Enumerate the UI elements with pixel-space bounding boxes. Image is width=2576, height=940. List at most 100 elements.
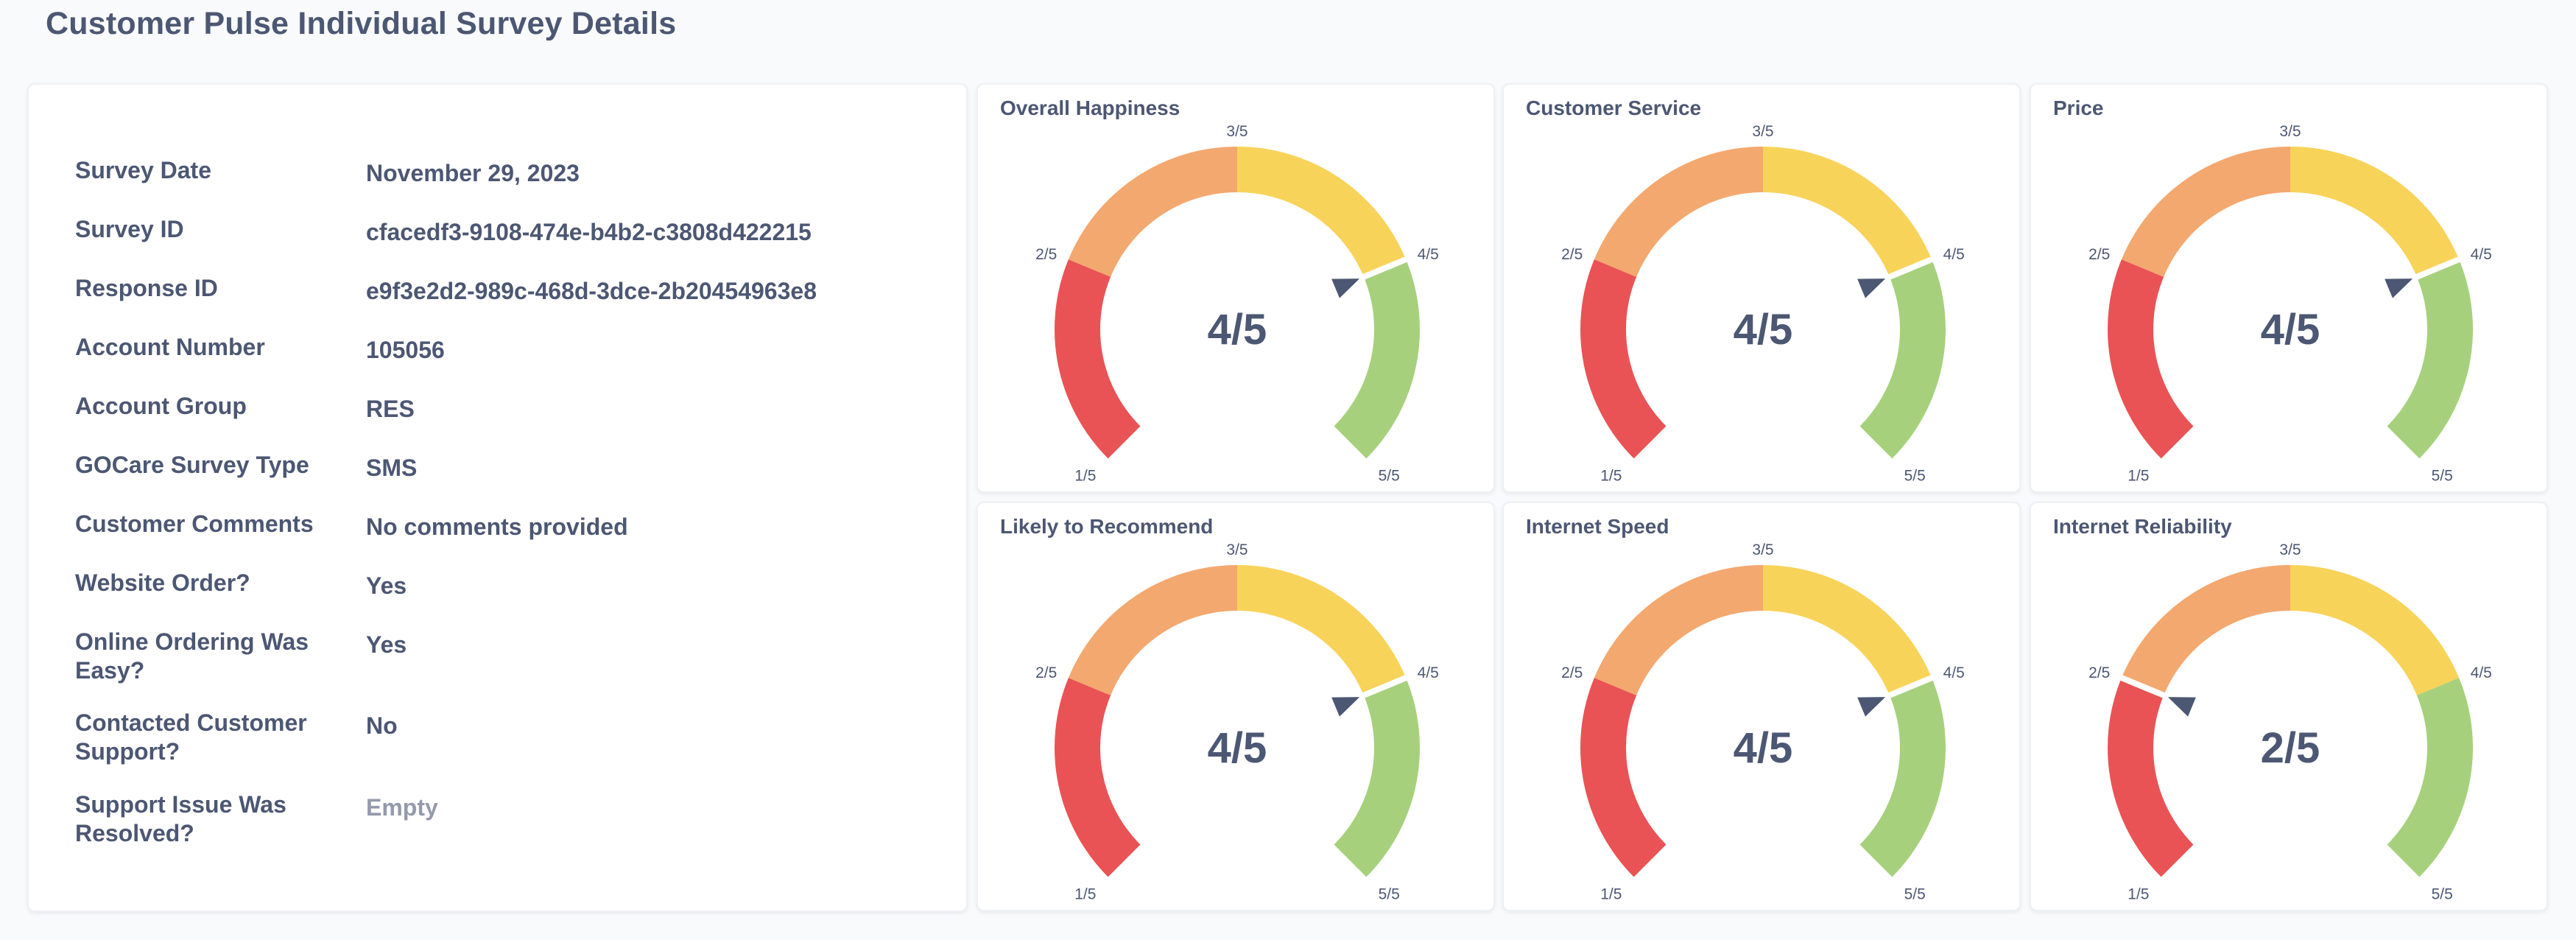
gauge-tick-label: 2/5 xyxy=(2088,246,2110,263)
gauge-value-label: 4/5 xyxy=(2261,306,2320,354)
gauge-tick-label: 3/5 xyxy=(1226,541,1247,558)
gauge-segment-green xyxy=(1334,259,1420,459)
gauge-title: Customer Service xyxy=(1526,97,1702,119)
gauge-value-label: 4/5 xyxy=(1734,724,1793,772)
detail-key: Response ID xyxy=(75,275,218,301)
gauge-pointer-icon xyxy=(1854,695,1890,720)
gauge-tick-label: 1/5 xyxy=(2128,886,2149,903)
gauge-pointer-icon xyxy=(2382,276,2417,301)
detail-key: Customer Comments xyxy=(75,511,314,537)
gauge-segment-yellow xyxy=(2290,565,2460,695)
gauge-tick-label: 3/5 xyxy=(2279,541,2301,558)
gauge-value-label: 4/5 xyxy=(1208,724,1267,772)
gauge-tick-label: 3/5 xyxy=(1752,123,1773,140)
gauge-tick-label: 3/5 xyxy=(1752,541,1773,558)
gauge-pointer-icon xyxy=(1854,276,1890,301)
gauge-segment-yellow xyxy=(2290,147,2460,277)
detail-key: GOCare Survey Type xyxy=(75,452,309,478)
gauge-segment-orange xyxy=(1594,146,1763,277)
gauge-segment-green xyxy=(1334,678,1420,877)
gauge-tick-label: 5/5 xyxy=(1904,886,1926,903)
gauge-value-separator xyxy=(2116,673,2168,700)
gauge-pointer-icon xyxy=(1329,276,1364,301)
gauge-chart: 1/5 2/5 3/5 4/5 5/5 4/5 xyxy=(1561,541,1965,903)
gauge-tick-label: 3/5 xyxy=(2279,123,2301,140)
detail-key: Account Number xyxy=(75,334,265,360)
gauge-tick-label: 4/5 xyxy=(1418,664,1439,681)
gauge-title: Price xyxy=(2053,97,2104,119)
gauge-tick-label: 4/5 xyxy=(2471,664,2492,681)
detail-value: RES xyxy=(366,396,415,422)
detail-key: Online Ordering Was Easy? xyxy=(75,628,309,684)
detail-value: No comments provided xyxy=(366,513,628,540)
gauge-card-internet-speed: Internet Speed 1/5 2/5 3/5 4/5 5/5 4/5 xyxy=(1502,502,2021,911)
gauge-chart: 1/5 2/5 3/5 4/5 5/5 4/5 xyxy=(1035,541,1439,903)
detail-value: SMS xyxy=(366,455,418,481)
gauge-tick-label: 5/5 xyxy=(2432,886,2453,903)
gauge-card-overall-happiness: Overall Happiness 1/5 2/5 3/5 4/5 5/5 4/5 xyxy=(976,83,1495,493)
gauge-value-label: 4/5 xyxy=(1208,306,1267,354)
detail-value: cfacedf3-9108-474e-b4b2-c3808d422215 xyxy=(366,219,812,245)
detail-value: Yes xyxy=(366,631,407,658)
gauge-tick-label: 4/5 xyxy=(1943,246,1965,263)
detail-value-empty: Empty xyxy=(366,794,438,821)
gauge-segment-red xyxy=(1580,259,1667,459)
gauge-chart: 1/5 2/5 3/5 4/5 5/5 4/5 xyxy=(2088,123,2492,485)
gauge-tick-label: 1/5 xyxy=(1600,886,1622,903)
gauge-segment-green xyxy=(1859,678,1946,877)
gauge-segment-orange xyxy=(2121,146,2290,277)
gauge-tick-label: 5/5 xyxy=(2432,468,2453,485)
gauge-card-internet-reliability: Internet Reliability 1/5 2/5 3/5 4/5 5/5 2/5 xyxy=(2030,502,2548,911)
detail-key: Account Group xyxy=(75,393,247,419)
gauge-title: Internet Speed xyxy=(1526,515,1669,538)
survey-details-card: Survey Date November 29, 2023 Survey ID … xyxy=(27,83,968,912)
gauge-tick-label: 2/5 xyxy=(1035,246,1057,263)
gauge-tick-label: 2/5 xyxy=(1035,664,1057,681)
gauge-tick-label: 5/5 xyxy=(1379,468,1400,485)
gauge-tick-label: 5/5 xyxy=(1379,886,1400,903)
gauge-tick-label: 2/5 xyxy=(2088,664,2110,681)
gauge-tick-label: 3/5 xyxy=(1226,123,1247,140)
gauge-segment-red xyxy=(2108,259,2194,459)
gauge-tick-label: 5/5 xyxy=(1904,468,1926,485)
gauge-title: Internet Reliability xyxy=(2053,515,2232,538)
gauge-value-label: 4/5 xyxy=(1734,306,1793,354)
gauge-segment-orange xyxy=(1594,565,1763,695)
detail-key: Survey ID xyxy=(75,216,184,242)
gauge-chart: 1/5 2/5 3/5 4/5 5/5 2/5 xyxy=(2088,541,2492,903)
detail-key: Support Issue Was Resolved? xyxy=(75,791,286,846)
gauge-segment-orange xyxy=(2121,565,2290,695)
gauge-segment-red xyxy=(2108,678,2194,877)
gauge-segment-red xyxy=(1055,259,1141,459)
gauge-tick-label: 4/5 xyxy=(1418,246,1439,263)
detail-value: e9f3e2d2-989c-468d-3dce-2b20454963e8 xyxy=(366,278,817,304)
gauge-segment-green xyxy=(1859,259,1946,459)
detail-value: No xyxy=(366,712,398,739)
gauge-segment-yellow xyxy=(1237,565,1407,695)
gauge-value-separator xyxy=(1885,255,1938,281)
gauge-segment-orange xyxy=(1068,565,1237,695)
gauge-value-separator xyxy=(1885,673,1938,700)
gauge-card-price: Price 1/5 2/5 3/5 4/5 5/5 4/5 xyxy=(2030,83,2548,493)
gauge-segment-orange xyxy=(1068,146,1237,277)
gauge-segment-yellow xyxy=(1763,147,1932,277)
gauge-title: Overall Happiness xyxy=(1000,97,1180,119)
gauge-tick-label: 2/5 xyxy=(1561,246,1583,263)
gauge-tick-label: 1/5 xyxy=(1074,468,1096,485)
gauge-card-customer-service: Customer Service 1/5 2/5 3/5 4/5 5/5 4/5 xyxy=(1502,83,2021,493)
detail-key: Survey Date xyxy=(75,157,211,183)
gauge-value-separator xyxy=(1359,255,1412,281)
detail-value: 105056 xyxy=(366,337,445,363)
detail-key: Contacted Customer Support? xyxy=(75,709,307,765)
gauge-tick-label: 4/5 xyxy=(2471,246,2492,263)
gauge-segment-red xyxy=(1055,678,1141,877)
gauge-title: Likely to Recommend xyxy=(1000,515,1214,538)
gauge-card-likely-to-recommend: Likely to Recommend 1/5 2/5 3/5 4/5 5/5 4/5 xyxy=(976,502,1495,911)
gauge-tick-label: 1/5 xyxy=(1074,886,1096,903)
gauge-segment-green xyxy=(2387,259,2473,459)
detail-value: Yes xyxy=(366,572,407,599)
gauge-tick-label: 4/5 xyxy=(1943,664,1965,681)
gauge-value-label: 2/5 xyxy=(2261,724,2320,772)
gauge-tick-label: 1/5 xyxy=(1600,468,1622,485)
gauge-value-separator xyxy=(2413,255,2465,281)
